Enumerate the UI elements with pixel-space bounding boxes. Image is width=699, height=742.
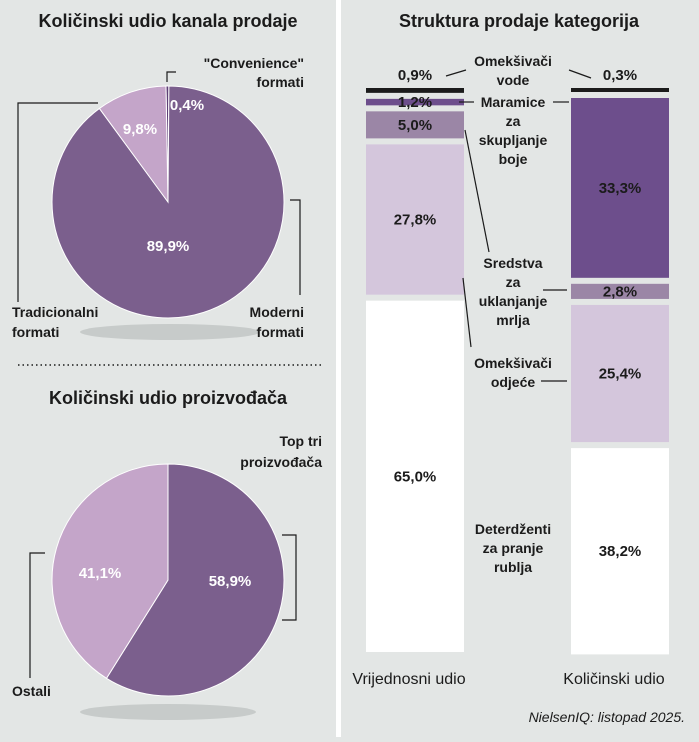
leader-omeksivaci-vode-left [445,69,467,77]
pie1-label-moderni-line2: formati [257,324,304,340]
pie1-slice-1 [98,85,169,204]
leader-sredstva-lower [462,277,472,348]
bar-1-value-2: 2,8% [603,283,637,300]
bar-0-seg-3 [366,98,464,106]
bar-1-value-1: 25,4% [599,366,642,383]
pie1-label-tradicionalni-line1: Tradicionalni [12,304,98,320]
series-label-2-line-0: Sredstva [483,255,542,271]
bar-0-seg-2 [366,111,464,139]
series-label-2-line-1: za [506,274,521,290]
panel-divider [336,0,341,737]
bar-0-value-0: 65,0% [394,468,437,485]
pie2-value-0: 58,9% [209,573,252,590]
pie2-label-ostali: Ostali [12,683,51,699]
bar-0-seg-1 [366,144,464,295]
stacked-bar-svg: Struktura prodaje kategorija 0,9% 1,2% 5,0… [352,11,685,725]
pie2-slice-1 [51,463,169,680]
bar-0-value-1: 27,8% [394,212,437,229]
bar-0-value-2: 5,0% [398,117,432,134]
pie2-label-top-line1: Top tri [279,433,322,449]
pie2-title: Količinski udio proizvođača [49,388,288,408]
bar-1-value-3: 33,3% [599,180,642,197]
pie1-label-convenience-line2: formati [257,74,304,90]
series-label-2-line-3: mrlja [496,312,530,328]
series-label-3-line-1: za [506,113,521,129]
series-label-3-line-0: Maramice [481,94,546,110]
pie1-shadow [80,324,260,340]
pie1: 89,9% 9,8% 0,4% [51,85,285,319]
leader-omeksivaci-vode-right [568,69,592,79]
pie1-label-moderni-line1: Moderni [250,304,304,320]
bar-1-seg-1 [571,304,669,443]
bar-0-value-4: 0,9% [398,67,432,84]
series-label-0-line-2: rublja [494,559,532,575]
bar-1-value-0: 38,2% [599,543,642,560]
bar-1-seg-0 [571,448,669,655]
bar-0-seg-4 [366,88,464,93]
pie2-leader-top [282,534,297,621]
pie1-label-tradicionalni-line2: formati [12,324,59,340]
series-label-4-line-0: Omekšivači [474,53,552,69]
series-labels: Deterdženti za pranje rublja Omekšivači odje… [474,53,552,575]
pie2-value-1: 41,1% [79,565,122,582]
pie2-shadow [80,704,256,720]
bar-0-value-3: 1,2% [398,94,432,111]
bar-0-seg-0 [366,300,464,652]
bar-chart-title: Struktura prodaje kategorija [399,11,640,31]
pie1-leader-convenience [166,71,176,82]
pie1-value-0: 89,9% [147,238,190,255]
series-label-0-line-1: za pranje [483,540,544,556]
pie2-slice-0 [105,463,285,697]
stacked-bars: 0,9% 1,2% 5,0% 27,8% 65,0% 0,3% 33,3% 2,8% 25,4%… [366,67,669,655]
series-label-2-line-2: uklanjanje [479,293,548,309]
pie1-value-1: 9,8% [123,121,157,138]
bar-1-seg-4 [571,88,669,92]
left-panel-svg: Količinski udio kanala prodaje 89,9% 9,8%… [12,11,322,720]
right-panel: Struktura prodaje kategorija 0,9% 1,2% 5,0… [341,0,699,737]
x-label-kolicinski: Količinski udio [563,671,664,688]
series-label-1-line-0: Omekšivači [474,355,552,371]
pie1-title: Količinski udio kanala prodaje [38,11,297,31]
pie2: 58,9% 41,1% [51,463,285,697]
pie1-value-2: 0,4% [170,97,204,114]
series-label-0-line-0: Deterdženti [475,521,551,537]
series-label-3-line-2: skupljanje [479,132,548,148]
source-note: NielsenIQ: listopad 2025. [529,709,685,725]
leader-sredstva-left [464,129,490,253]
bar-1-seg-3 [571,98,669,278]
bar-1-seg-2 [571,283,669,299]
x-label-vrijednosni: Vrijednosni udio [352,671,465,688]
pie1-leader-moderni [290,199,301,295]
left-panel: Količinski udio kanala prodaje 89,9% 9,8%… [0,0,336,737]
pie1-leader-tradicionalni [17,102,98,302]
pie1-label-convenience-line1: "Convenience" [204,55,304,71]
series-label-4-line-1: vode [497,72,530,88]
pie2-label-top-line2: proizvođača [240,454,322,470]
bar-1-value-4: 0,3% [603,67,637,84]
series-leaders [445,69,592,382]
series-label-3-line-3: boje [499,151,528,167]
pie2-leader-ostali [29,552,45,678]
series-label-1-line-1: odjeće [491,374,536,390]
